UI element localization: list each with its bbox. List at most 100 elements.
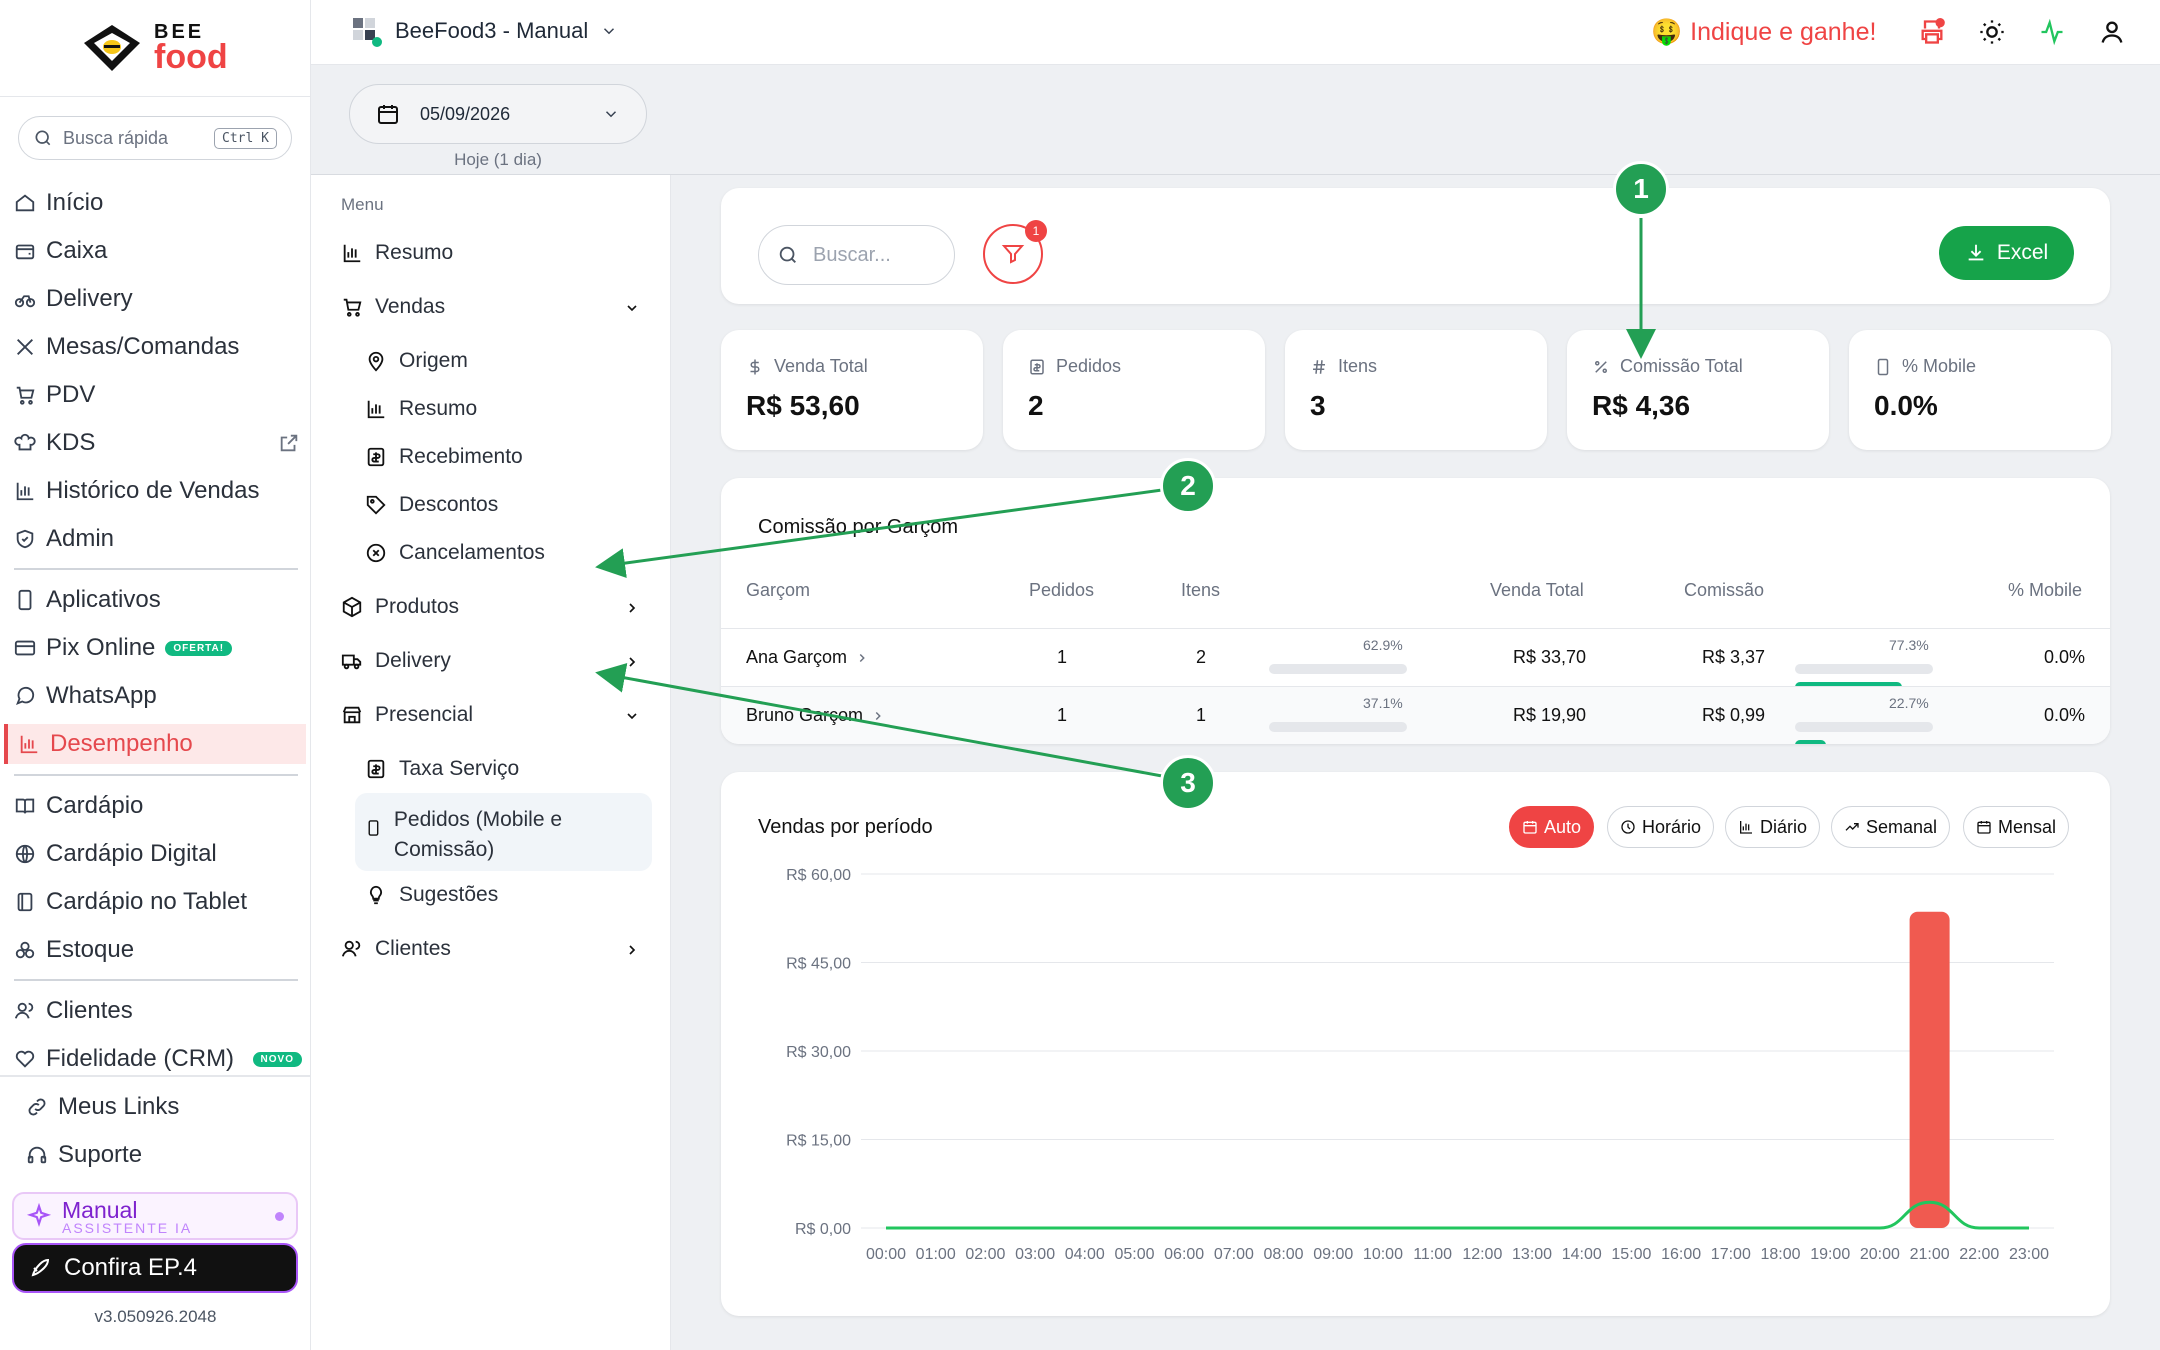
external-link-icon[interactable] [278, 432, 300, 454]
menu-item-pedidos-mobile-label-row[interactable]: Pedidos (Mobile e Comissão) [365, 805, 605, 865]
period-semanal-button[interactable]: Semanal [1831, 806, 1951, 848]
search-icon [35, 130, 51, 146]
shortcut-hint: Ctrl K [214, 127, 277, 149]
x-tick-label: 23:00 [2009, 1246, 2049, 1263]
sidebar-item-cardapio[interactable]: Cardápio [14, 786, 304, 826]
menu-item-delivery[interactable]: Delivery [341, 649, 451, 673]
main-sidebar: BEE food Busca rápida Ctrl K Início Caix… [0, 0, 311, 1350]
menu-item-descontos[interactable]: Descontos [365, 493, 498, 517]
store-avatar-icon [353, 18, 382, 47]
table-row[interactable]: Ana Garçom 1 2 62.9% R$ 33,70 R$ 3,37 77… [721, 628, 2110, 692]
calendar-icon [378, 105, 398, 124]
sidebar-item-inicio[interactable]: Início [14, 183, 304, 223]
sidebar-item-fidelidade[interactable]: Fidelidade (CRM) NOVO [14, 1039, 304, 1079]
menu-item-resumo[interactable]: Resumo [341, 241, 453, 265]
brand-logo[interactable]: BEE food [80, 20, 228, 76]
divider [0, 1075, 311, 1077]
boxes-icon [15, 941, 35, 959]
period-auto-button[interactable]: Auto [1509, 806, 1595, 848]
sidebar-item-label: KDS [46, 429, 96, 456]
menu-item-produtos[interactable]: Produtos [341, 595, 459, 619]
filter-icon [1001, 245, 1025, 264]
package-icon [342, 596, 362, 618]
filter-button[interactable]: 1 [983, 220, 1047, 284]
sidebar-item-aplicativos[interactable]: Aplicativos [14, 580, 304, 620]
menu-item-clientes[interactable]: Clientes [341, 937, 451, 961]
sidebar-item-label: Pix Online [46, 634, 156, 661]
menu-item-origem[interactable]: Origem [365, 349, 468, 373]
receipt-icon [367, 447, 385, 467]
excel-export-button[interactable]: Excel [1939, 226, 2074, 280]
menu-item-vendas-resumo[interactable]: Resumo [365, 397, 477, 421]
users-icon [341, 940, 361, 957]
map-pin-icon [368, 351, 384, 372]
y-tick-label: R$ 60,00 [786, 867, 851, 884]
column-header-pedidos: Pedidos [1029, 580, 1095, 600]
trending-up-icon [1845, 823, 1859, 831]
sidebar-item-label: Aplicativos [46, 586, 161, 613]
chevron-right-icon[interactable] [624, 942, 640, 958]
kpi-label: % Mobile [1902, 356, 1977, 376]
manual-assistant-button[interactable]: Manual ASSISTENTE IA [12, 1192, 298, 1240]
chevron-down-icon[interactable] [624, 708, 640, 724]
confira-episode-button[interactable]: Confira EP.4 [12, 1243, 298, 1293]
meus-links-link[interactable]: Meus Links [26, 1087, 316, 1127]
x-tick-label: 03:00 [1015, 1246, 1055, 1263]
suporte-link[interactable]: Suporte [26, 1135, 316, 1175]
sidebar-item-historico[interactable]: Histórico de Vendas [14, 471, 304, 511]
user-icon[interactable] [2098, 18, 2126, 46]
chevron-down-icon[interactable] [624, 300, 640, 316]
table-row[interactable]: Bruno Garçom 1 1 37.1% R$ 19,90 R$ 0,99 … [721, 686, 2110, 744]
sidebar-item-kds[interactable]: KDS [14, 423, 304, 463]
waiter-name-cell[interactable]: Bruno Garçom [746, 705, 885, 726]
sidebar-item-caixa[interactable]: Caixa [14, 231, 304, 271]
sidebar-item-admin[interactable]: Admin [14, 519, 304, 559]
period-horario-button[interactable]: Horário [1607, 806, 1715, 848]
refer-link[interactable]: 🤑 Indique e ganhe! [1651, 18, 1876, 47]
sidebar-item-pdv[interactable]: PDV [14, 375, 304, 415]
sidebar-item-delivery[interactable]: Delivery [14, 279, 304, 319]
cart-icon [16, 386, 35, 405]
period-mensal-button[interactable]: Mensal [1963, 806, 2070, 848]
sidebar-item-whatsapp[interactable]: WhatsApp [14, 676, 304, 716]
commission-share-bar [1795, 722, 1933, 744]
menu-item-pedidos-mobile-comissao[interactable] [355, 793, 652, 871]
period-diario-button[interactable]: Diário [1725, 806, 1821, 848]
x-tick-label: 05:00 [1114, 1246, 1154, 1263]
store-icon [342, 706, 362, 724]
menu-item-cancelamentos[interactable]: Cancelamentos [365, 541, 545, 565]
sidebar-item-pix-online[interactable]: Pix Online OFERTA! [14, 628, 304, 668]
sun-icon[interactable] [1978, 18, 2006, 46]
date-picker[interactable]: 05/09/2026 [349, 84, 647, 144]
menu-item-recebimento[interactable]: Recebimento [365, 445, 523, 469]
menu-item-taxa-servico[interactable]: Taxa Serviço [365, 757, 519, 781]
sidebar-item-estoque[interactable]: Estoque [14, 930, 304, 970]
store-selector[interactable]: BeeFood3 - Manual [349, 14, 618, 48]
bike-icon [14, 295, 36, 308]
sidebar-item-label: Histórico de Vendas [46, 477, 260, 504]
quick-search[interactable]: Busca rápida Ctrl K [18, 116, 292, 160]
y-tick-label: R$ 45,00 [786, 956, 851, 973]
printer-icon[interactable] [1918, 18, 1946, 46]
menu-item-label: Resumo [375, 241, 454, 264]
search-input[interactable]: Buscar... [758, 225, 955, 285]
sidebar-item-mesas[interactable]: Mesas/Comandas [14, 327, 304, 367]
truck-icon [341, 654, 362, 670]
chevron-right-icon[interactable] [624, 600, 640, 616]
brand-bee-text: BEE [154, 21, 205, 43]
filter-count-badge: 1 [1025, 220, 1047, 242]
menu-item-vendas[interactable]: Vendas [341, 295, 445, 319]
menu-item-sugestoes[interactable]: Sugestões [365, 883, 498, 907]
menu-item-presencial[interactable]: Presencial [341, 703, 473, 727]
kpi-itens: Itens 3 [1285, 330, 1547, 450]
sidebar-item-desempenho[interactable]: Desempenho [4, 724, 306, 764]
sidebar-item-cardapio-tablet[interactable]: Cardápio no Tablet [14, 882, 304, 922]
activity-icon[interactable] [2038, 18, 2066, 46]
manual-title: Manual [62, 1196, 138, 1223]
sidebar-item-cardapio-digital[interactable]: Cardápio Digital [14, 834, 304, 874]
sidebar-item-clientes[interactable]: Clientes [14, 991, 304, 1031]
quick-search-placeholder: Busca rápida [63, 127, 169, 148]
waiter-name-cell[interactable]: Ana Garçom [746, 647, 869, 668]
chevron-right-icon[interactable] [624, 654, 640, 670]
menu-item-label: Cancelamentos [399, 541, 545, 564]
